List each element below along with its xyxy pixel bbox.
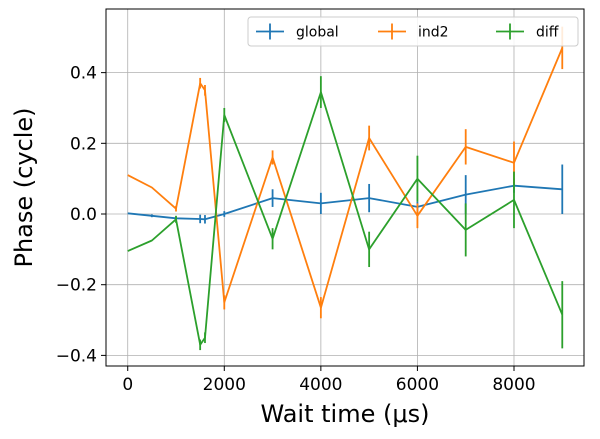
series-ind2 [127,26,564,319]
series-layer [127,26,564,351]
x-tick-label: 6000 [396,375,439,395]
legend: global ind2 diff [247,16,579,47]
y-axis-title: Phase (cycle) [10,107,38,267]
x-tick-label: 8000 [492,375,535,395]
x-tick-label: 4000 [299,375,342,395]
legend-label-diff: diff [536,25,559,41]
x-tick-label: 0 [122,375,133,395]
y-tick-label: 0.0 [70,205,97,225]
y-tick-label: 0.4 [70,64,97,84]
series-diff [127,76,564,351]
x-tick-label: 2000 [203,375,246,395]
legend-label-global: global [296,25,339,41]
x-axis-title: Wait time (μs) [261,400,430,428]
plot-frame [105,8,585,367]
axis-ticks: 0 2000 4000 6000 8000 −0.4 −0.2 0.0 0.2 0.4 [56,64,536,395]
y-tick-label: −0.4 [56,346,97,366]
legend-label-ind2: ind2 [418,25,449,41]
legend-box [247,16,579,47]
y-tick-label: −0.2 [56,276,97,296]
plot-background [106,9,584,366]
y-tick-label: 0.2 [70,134,97,154]
